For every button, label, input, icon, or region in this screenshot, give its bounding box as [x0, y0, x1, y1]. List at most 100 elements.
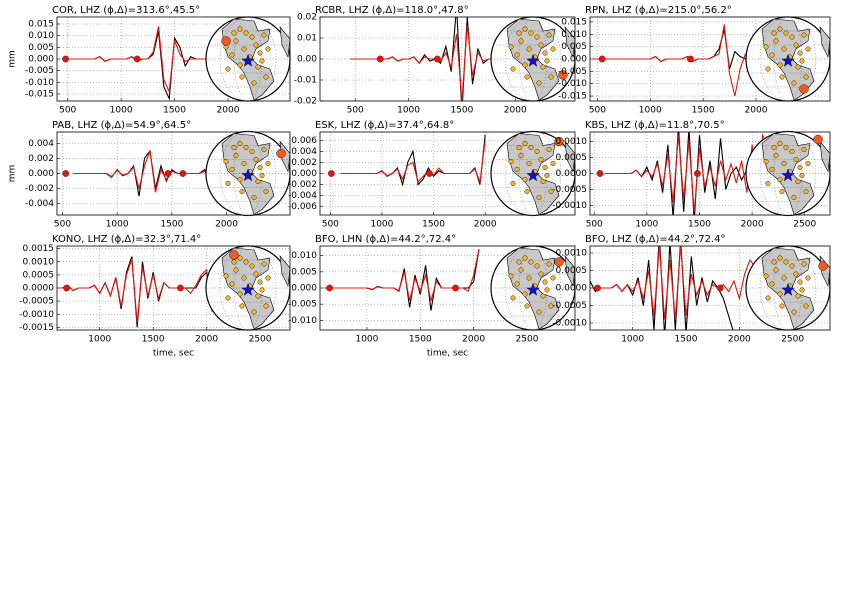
x-tick-label: 2500	[781, 335, 804, 345]
x-tick-label: 500	[589, 106, 606, 116]
y-tick-label: 0.0010	[23, 257, 55, 267]
phase-pick	[179, 170, 187, 177]
phase-pick	[63, 284, 70, 292]
globe-inset	[205, 130, 291, 217]
x-tick-label: 2000	[217, 106, 240, 116]
y-tick-label: -0.01	[294, 76, 317, 86]
y-tick-label: -0.02	[294, 97, 317, 107]
y-tick-label: -0.005	[288, 300, 317, 310]
y-tick-label: 0.005	[561, 42, 587, 52]
phase-pick	[62, 170, 70, 177]
globe-inset	[745, 16, 831, 102]
x-tick-label: 500	[347, 106, 364, 116]
x-tick-label: 2000	[462, 335, 485, 345]
x-tick-label: 2000	[741, 220, 764, 230]
x-tick-label: 1000	[110, 106, 133, 116]
trace	[57, 258, 213, 323]
y-tick-label: -0.0010	[552, 319, 587, 329]
x-tick-label: 2000	[215, 220, 238, 230]
y-axis-label: mm	[8, 165, 18, 183]
y-axis-label: mm	[8, 50, 18, 68]
y-tick-label: -0.004	[25, 199, 54, 209]
y-tick-label: 0.0010	[556, 249, 588, 259]
phase-pick	[328, 170, 335, 177]
phase-pick	[716, 284, 724, 292]
x-tick-label: 1500	[692, 106, 715, 116]
y-tick-label: 0.000	[291, 169, 317, 179]
y-tick-label: -0.005	[558, 67, 587, 77]
traces	[324, 249, 480, 311]
globe-inset	[205, 245, 291, 331]
y-tick-label: -0.010	[558, 79, 587, 89]
globe-inset	[490, 245, 576, 331]
y-tick-label: 0.010	[291, 251, 317, 261]
trace	[604, 133, 769, 212]
x-tick-label: 500	[322, 220, 339, 230]
x-tick-label: 1000	[355, 335, 378, 345]
x-tick-label: 1500	[160, 220, 183, 230]
phase-pick	[687, 55, 694, 63]
y-tick-label: -0.015	[25, 90, 54, 100]
trace	[592, 24, 767, 97]
y-tick-label: 0.010	[28, 31, 54, 41]
phase-pick	[452, 284, 459, 292]
y-tick-label: -0.0005	[19, 297, 54, 307]
y-tick-label: 0.0000	[556, 169, 588, 179]
y-tick-label: -0.006	[288, 202, 317, 212]
globe-inset	[490, 130, 576, 217]
y-tick-label: -0.015	[558, 92, 587, 102]
y-tick-label: 0.00	[297, 55, 317, 65]
trace	[340, 140, 486, 184]
y-tick-label: -0.0015	[19, 323, 54, 333]
traces	[62, 26, 207, 101]
traces	[328, 134, 486, 187]
panel-title: PAB, LHZ (ϕ,Δ)=54.9°,64.5°	[52, 120, 191, 131]
x-tick-label: 1500	[450, 106, 473, 116]
y-tick-label: 0.010	[561, 30, 587, 40]
x-tick-label: 1500	[422, 220, 445, 230]
x-tick-label: 2500	[793, 220, 816, 230]
y-tick-label: 0.005	[28, 43, 54, 53]
trace	[73, 150, 228, 193]
x-tick-label: 1000	[370, 220, 393, 230]
phase-pick	[596, 170, 604, 177]
trace	[590, 246, 756, 320]
phase-pick	[133, 55, 141, 63]
x-tick-label: 2000	[504, 106, 527, 116]
y-tick-label: 0.0010	[556, 137, 588, 147]
x-tick-label: 1000	[621, 335, 644, 345]
y-tick-label: 0.002	[291, 158, 317, 168]
phase-pick	[598, 55, 606, 63]
phase-pick	[434, 55, 441, 63]
y-tick-label: 0.0005	[556, 153, 588, 163]
phase-pick	[376, 55, 384, 63]
panel-title: BFO, LHZ (ϕ,Δ)=44.2°,72.4°	[585, 234, 725, 245]
y-tick-label: -0.005	[25, 66, 54, 76]
phase-pick	[594, 284, 601, 292]
x-tick-label: 1000	[635, 220, 658, 230]
x-tick-label: 500	[59, 106, 76, 116]
x-tick-label: 1500	[163, 106, 186, 116]
globe-inset	[490, 16, 576, 102]
y-tick-label: 0.006	[291, 136, 317, 146]
y-tick-label: 0.015	[561, 17, 587, 27]
traces	[592, 24, 767, 97]
y-tick-label: 0.004	[291, 147, 317, 157]
x-tick-label: 500	[586, 220, 603, 230]
globe-inset	[745, 245, 831, 331]
y-tick-label: 0.01	[297, 34, 317, 44]
phase-pick	[177, 284, 184, 292]
x-tick-label: 1000	[639, 106, 662, 116]
phase-pick	[326, 284, 333, 292]
phase-pick	[426, 170, 433, 177]
x-tick-label: 1000	[106, 220, 129, 230]
y-tick-label: -0.004	[288, 191, 317, 201]
y-tick-label: -0.0010	[19, 310, 54, 320]
y-tick-label: 0.000	[28, 55, 54, 65]
traces	[590, 246, 756, 330]
x-tick-label: 1500	[675, 335, 698, 345]
y-tick-label: 0.000	[28, 169, 54, 179]
y-tick-label: -0.002	[288, 180, 317, 190]
x-tick-label: 2000	[474, 220, 497, 230]
